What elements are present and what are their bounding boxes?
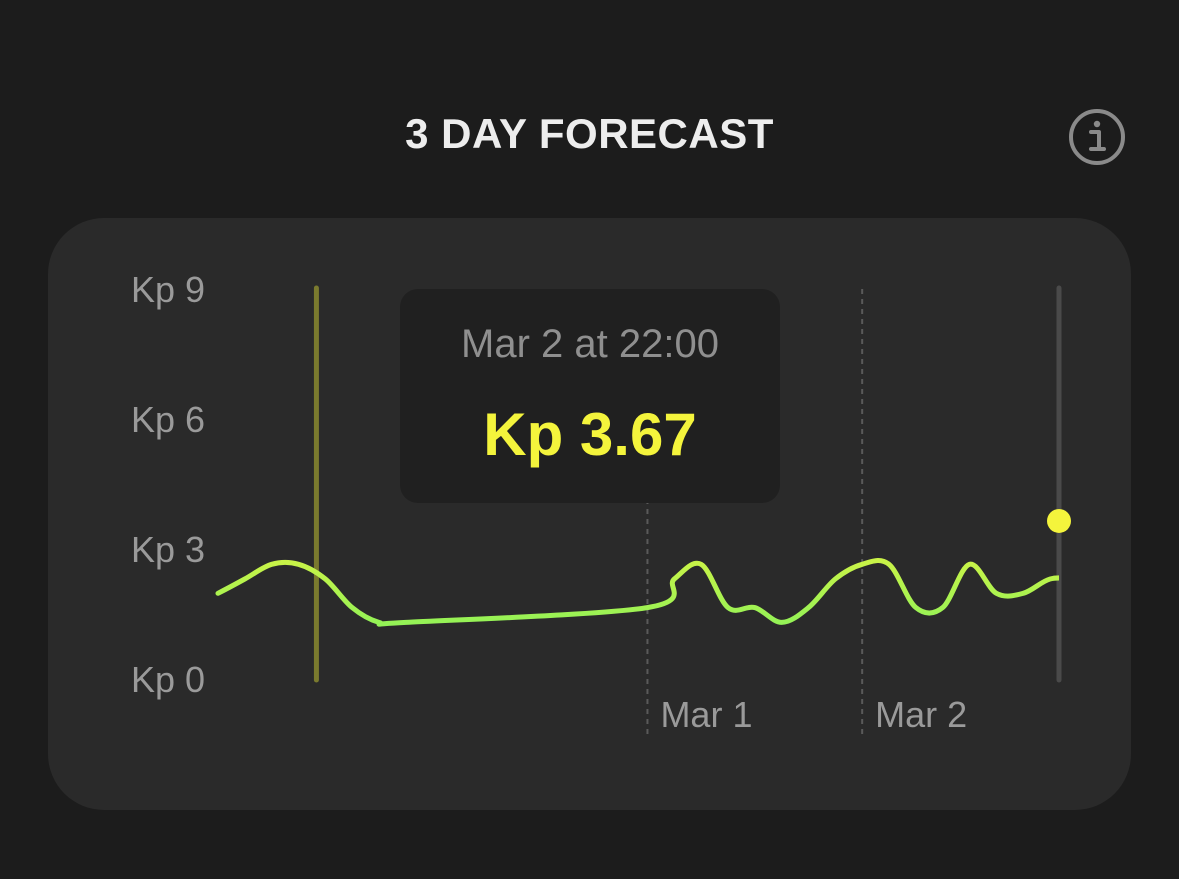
info-button[interactable] bbox=[1068, 108, 1126, 166]
tooltip-kp-value: Kp 3.67 bbox=[483, 401, 697, 468]
y-tick-label: Kp 6 bbox=[131, 399, 205, 440]
selection-tooltip: Mar 2 at 22:00 Kp 3.67 bbox=[400, 289, 780, 503]
kp-series-line bbox=[215, 557, 1059, 627]
x-tick-label: Mar 1 bbox=[660, 694, 752, 735]
tooltip-time: Mar 2 at 22:00 bbox=[461, 322, 719, 366]
x-tick-label: Mar 2 bbox=[875, 694, 967, 735]
selected-point[interactable] bbox=[1047, 508, 1071, 533]
y-tick-label: Kp 3 bbox=[131, 529, 205, 570]
y-tick-label: Kp 0 bbox=[131, 659, 205, 700]
y-tick-label: Kp 9 bbox=[131, 269, 205, 310]
page-title: 3 DAY FORECAST bbox=[405, 110, 774, 157]
info-circle-icon bbox=[1069, 109, 1125, 165]
